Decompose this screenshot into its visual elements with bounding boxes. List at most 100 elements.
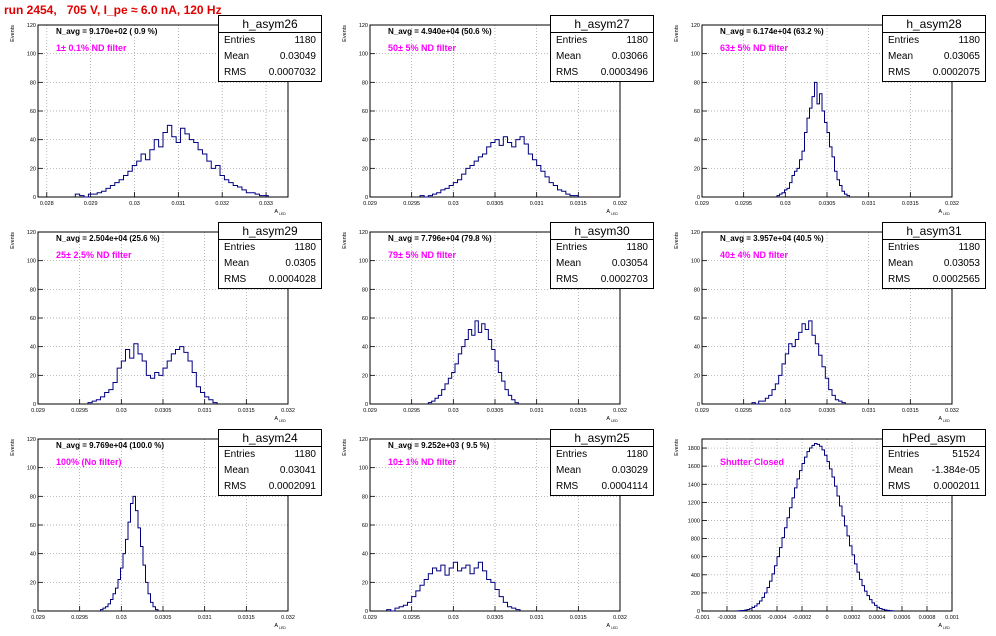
histogram-bin [233,186,237,197]
histogram-bin [399,607,403,611]
histogram-bin [196,387,200,404]
y-tick-label: 60 [30,316,36,322]
x-tick-label: 0.03 [448,615,459,621]
y-tick-label: 80 [362,80,368,86]
histogram-bin [769,395,772,404]
histogram-bin [163,133,167,198]
histogram-bin [453,562,457,611]
x-tick-label: 0.029 [31,615,45,621]
histogram-bin [503,602,507,611]
y-tick-label: 120 [691,230,700,236]
histogram-bin [795,340,798,405]
stats-value: 0.0007032 [269,65,316,81]
histogram-bin [105,393,109,404]
x-tick-label: 0.0305 [819,201,836,207]
x-axis-label: A [606,209,610,215]
stats-label: RMS [888,65,910,81]
filter-label: Shutter Closed [720,457,784,467]
y-tick-label: 1800 [688,446,700,452]
x-tick-label: 0.031 [530,201,544,207]
y-tick-label: 40 [362,138,368,144]
x-tick-label: 0.0002 [844,615,861,621]
histogram-bin [485,329,488,404]
stats-value: 1180 [294,447,316,463]
stats-value: 1180 [294,240,316,256]
x-axis-label: A [606,416,610,422]
x-tick-label: 0.0305 [155,408,172,414]
x-axis-label-subscript: LED [611,626,618,630]
y-tick-label: 0 [33,609,36,615]
stats-label: RMS [224,479,246,495]
histogram-bin [124,176,128,198]
y-tick-label: 800 [691,537,700,543]
x-tick-label: 0.0305 [487,615,504,621]
histogram-bin [483,571,487,611]
histogram-bin [810,108,813,197]
histogram-bin [185,134,189,197]
filter-label: 1± 0.1% ND filter [56,43,126,53]
x-tick-label: 0.0315 [570,408,587,414]
histogram-bin [842,516,845,611]
stats-value: 0.0002091 [269,479,316,495]
histogram-bin [205,397,209,404]
filter-label: 40± 4% ND filter [720,250,788,260]
y-tick-label: 1600 [688,464,700,470]
x-tick-label: 0.032 [281,615,295,621]
stats-value: 0.03041 [280,463,316,479]
navg-label: N_avg = 4.940e+04 (50.6 %) [388,27,492,36]
x-tick-label: -0.0006 [743,615,762,621]
filter-label: 10± 1% ND filter [388,457,456,467]
histogram-bin [495,590,499,612]
x-tick-label: 0.0295 [71,408,88,414]
histogram-bin [779,375,782,404]
x-axis-label: A [274,209,278,215]
x-tick-label: 0.0305 [819,408,836,414]
y-tick-label: 0 [697,402,700,408]
histogram-bin [470,574,474,611]
x-tick-label: -0.0004 [768,615,787,621]
x-tick-label: 0.028 [40,201,54,207]
histogram-bin [110,186,114,197]
y-tick-label: 120 [359,230,368,236]
histogram-bin [845,526,848,611]
histogram-bin [145,160,149,197]
stats-value: 0.0305 [285,256,316,272]
y-tick-label: 20 [362,373,368,379]
histogram-bin [462,347,465,404]
x-tick-label: -0.001 [694,615,710,621]
histogram-bin [537,165,541,197]
y-tick-label: 120 [359,23,368,29]
histogram-bin [201,393,205,404]
histogram-bin [505,390,508,404]
stats-value: 0.0002011 [933,479,980,495]
y-tick-label: 20 [30,373,36,379]
histogram-bin [101,397,105,404]
histogram-bin [163,368,167,404]
histogram-bin [167,361,171,404]
histogram-bin [541,171,545,197]
histogram-bin [558,190,562,197]
x-tick-label: -0.0008 [718,615,737,621]
histogram-bin [216,165,220,197]
y-tick-label: 40 [694,138,700,144]
histogram-bin [782,538,785,611]
stats-label: Entries [556,33,587,49]
stats-value: 0.03029 [612,463,648,479]
histogram-bin [487,147,491,197]
stats-label: RMS [888,272,910,288]
stats-value: 1180 [626,447,648,463]
x-tick-label: 0.03 [780,408,791,414]
y-tick-label: 120 [691,23,700,29]
histogram-bin [795,488,798,611]
histogram-bin [117,368,121,404]
x-tick-label: 0.03 [116,408,127,414]
stats-value: 1180 [958,33,980,49]
y-tick-label: 0 [697,609,700,615]
histogram-bin [408,602,412,611]
